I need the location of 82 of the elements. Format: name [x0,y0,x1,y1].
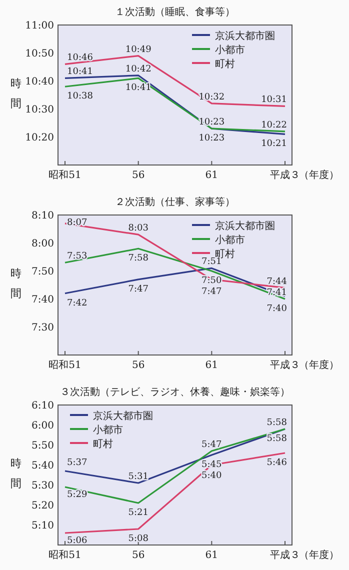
y-tick-label: 5:50 [32,440,54,452]
data-label: 5:29 [67,490,88,500]
data-label: 7:47 [202,287,222,298]
y-tick-label: 8:00 [32,238,54,250]
x-tick-label: 56 [132,550,145,561]
line-series [64,248,286,300]
data-label: 5:08 [128,534,149,544]
y-axis-title: 時間 [10,267,22,300]
legend-label: 小都市 [215,234,245,246]
y-tick-label: 10:50 [25,48,54,60]
data-label: 7:58 [128,254,149,264]
legend-label: 町村 [215,248,235,260]
x-tick-label: 平成３ [270,169,300,181]
data-label: 5:40 [202,471,222,482]
y-axis-title: 時間 [10,77,22,110]
data-label: 7:44 [266,276,288,287]
data-label: 7:53 [67,252,88,262]
data-label: 10:41 [125,83,152,94]
y-tick-label: 7:30 [32,322,54,334]
x-tick-label: 56 [132,360,145,371]
legend-label: 小都市 [93,424,123,436]
x-axis-title: （年度） [299,169,339,181]
y-tick-label: 11:00 [25,20,54,32]
data-label: 7:42 [67,298,88,308]
y-tick-label: 7:50 [32,266,54,278]
chart-title: １次活動（睡眠、食事等） [115,6,235,18]
y-tick-label: 10:20 [25,132,54,144]
chart-title: ３次活動（テレビ、ラジオ、休養、趣味・娯楽等） [60,386,290,398]
data-label: 7:40 [266,304,288,314]
data-label: 5:37 [67,458,88,468]
x-tick-label: 昭和51 [48,359,82,371]
x-tick-label: 61 [205,550,218,561]
data-label: 10:46 [67,53,94,64]
data-label: 5:21 [128,508,148,518]
y-tick-label: 10:40 [25,76,54,88]
y-tick-label: 10:30 [25,104,54,116]
line-series [64,267,286,297]
y-tick-label: 5:30 [32,480,54,492]
data-label: 5:46 [266,458,288,468]
data-label: 10:31 [261,95,287,106]
data-label: 5:47 [202,440,222,450]
x-axis-title: （年度） [299,549,339,561]
x-axis-title: （年度） [299,359,339,371]
x-tick-label: 56 [132,170,145,181]
y-tick-label: 5:10 [32,520,54,532]
legend-label: 小都市 [215,44,245,56]
x-tick-label: 61 [205,360,218,371]
y-tick-label: 5:20 [32,500,54,512]
data-label: 10:49 [125,44,152,55]
data-label: 7:51 [202,257,222,268]
x-tick-label: 平成３ [270,359,300,371]
legend-label: 町村 [93,438,113,450]
data-label: 10:38 [67,92,94,102]
line-series [64,55,286,107]
y-tick-label: 6:00 [32,420,54,432]
legend-label: 京浜大都市圏 [215,30,275,42]
data-label: 10:42 [125,64,152,74]
line-series [64,452,286,534]
y-tick-label: 5:40 [32,460,54,472]
data-label: 5:58 [266,434,288,444]
x-tick-label: 昭和51 [48,169,82,181]
data-label: 8:03 [128,224,149,234]
data-label: 5:06 [67,536,88,546]
x-tick-label: 昭和51 [48,549,82,561]
data-label: 10:22 [261,120,287,130]
chart-title: ２次活動（仕事、家事等） [115,196,235,208]
data-label: 7:47 [128,284,149,294]
data-label: 5:31 [128,472,148,482]
legend-label: 町村 [215,58,235,70]
y-axis-title: 時間 [10,457,22,490]
legend-label: 京浜大都市圏 [215,220,275,232]
data-label: 10:23 [198,134,225,144]
legend-label: 京浜大都市圏 [93,410,153,422]
y-tick-label: 6:10 [32,400,54,412]
y-tick-label: 8:10 [32,210,54,222]
data-label: 10:41 [67,67,93,78]
y-tick-label: 7:40 [32,294,54,306]
data-label: 5:58 [266,418,288,428]
data-label: 10:21 [261,139,287,150]
x-tick-label: 61 [205,170,218,181]
x-tick-label: 平成３ [270,549,300,561]
data-label: 7:50 [202,276,222,286]
